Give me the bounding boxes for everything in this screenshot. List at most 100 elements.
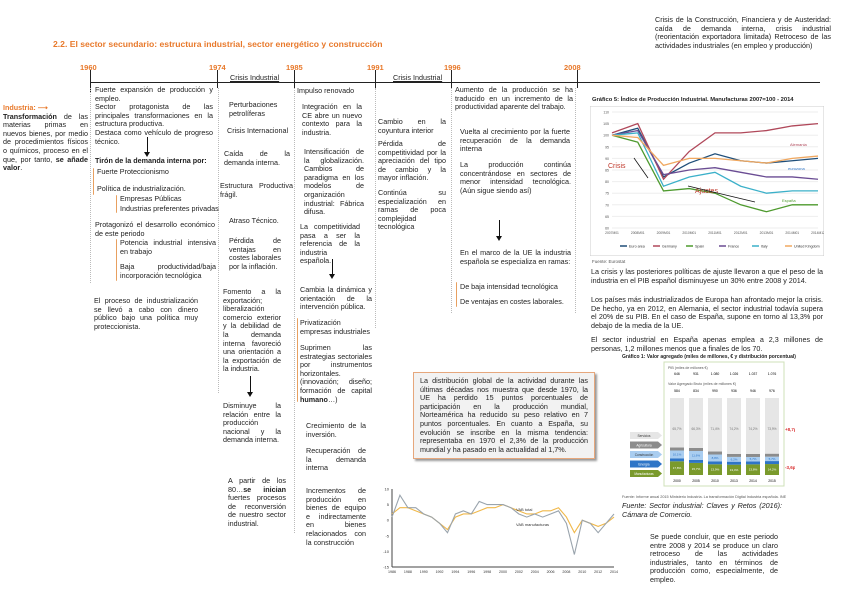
y-tick-label: -5 xyxy=(385,533,389,538)
x-tick-label: 2014 xyxy=(749,479,757,483)
industry-definition: Industria: ⟶ Transformación de las mater… xyxy=(3,103,88,173)
paragraph-employment: El sector industrial en España apenas em… xyxy=(591,335,823,353)
year-2008: 2008 xyxy=(564,63,581,72)
x-tick-label: 2014M12 xyxy=(811,231,824,235)
text-suppress: Suprimen las estrategias sectoriales por… xyxy=(300,343,372,404)
change-manufacturing: -3,6pp xyxy=(785,465,795,470)
paragraph-conclusion: Se puede concluir, que en este periodo e… xyxy=(650,532,778,584)
bar-construccion xyxy=(689,450,703,460)
reconversion-b: se inician xyxy=(243,484,286,494)
brace-icon xyxy=(456,282,457,307)
year-1960: 1960 xyxy=(80,63,97,72)
pib-value: 646 xyxy=(674,372,680,376)
bar-manufacturas xyxy=(689,462,703,475)
timeline-tick xyxy=(577,70,578,88)
bar-agricultura xyxy=(689,447,703,451)
crisis-label-1991: Crisis Industrial xyxy=(393,73,443,82)
brace-icon xyxy=(116,195,117,213)
bar-agricultura xyxy=(708,451,722,455)
construction-pct: 5,7% xyxy=(769,457,776,461)
x-tick-label: 2011M01 xyxy=(708,231,722,235)
text-expansion: Fuerte expansión de producción y empleo. xyxy=(95,85,213,103)
definition-body: Transformación de las materias primas en… xyxy=(3,112,88,173)
pib-label: PIB (miles de millones €) xyxy=(668,366,708,370)
bar-manufacturas xyxy=(708,464,722,475)
definition-label: Industria: ⟶ xyxy=(3,103,88,113)
bar-servicios xyxy=(689,398,703,448)
series-line xyxy=(611,129,819,180)
annotation-ajustes: Ajustes xyxy=(695,188,718,195)
global-distribution-box: La distribución global de la actividad d… xyxy=(413,372,595,460)
legend-label: Servicios xyxy=(638,434,651,438)
col1985-item: Cambia la dinámica y orientación de la i… xyxy=(300,285,372,312)
col1974-item: Pérdida de ventajas en costes laborales … xyxy=(229,236,281,271)
x-tick-label: 2002 xyxy=(515,570,523,574)
series-label-manufacturas: VAB manufacturas xyxy=(516,522,549,527)
text-protection: Fuerte Proteccionismo xyxy=(97,167,169,176)
brace-icon xyxy=(93,168,94,195)
col1985-item: Intensificación de la globalización. Cam… xyxy=(304,147,364,217)
x-tick-label: 1994 xyxy=(451,570,459,574)
vab-value: 946 xyxy=(750,389,756,393)
y-tick-label: 110 xyxy=(603,111,609,115)
col1974-item: Caída de la demanda interna. xyxy=(224,149,290,167)
x-tick-label: 2009M01 xyxy=(657,231,671,235)
year-1991: 1991 xyxy=(367,63,384,72)
paragraph-crisis: La crisis y las posteriores políticas de… xyxy=(591,267,823,285)
legend-label: Italy xyxy=(761,245,768,249)
timeline-tick xyxy=(217,70,218,88)
year-1974: 1974 xyxy=(209,63,226,72)
text-public: Empresas Públicas xyxy=(120,194,182,203)
change-services: +8,7pp xyxy=(785,427,795,432)
vab-value: 936 xyxy=(731,389,737,393)
x-tick-label: 2007M01 xyxy=(605,231,619,235)
bar-construccion xyxy=(708,454,722,462)
y-tick-label: 60 xyxy=(605,227,609,231)
x-tick-label: 1996 xyxy=(467,570,475,574)
manufacturing-pct: 17,8% xyxy=(673,466,682,470)
column-divider xyxy=(451,88,452,313)
bar-servicios xyxy=(670,398,684,448)
manufacturing-pct: 14,2% xyxy=(768,468,777,472)
timeline-axis xyxy=(90,82,820,83)
year-1985: 1985 xyxy=(286,63,303,72)
chart1-title: Gráfico 1: Valor agregado (miles de mill… xyxy=(622,354,796,360)
source-camara: Fuente: Sector industrial: Claves y Reto… xyxy=(622,501,782,519)
col1985-item: La competitividad pasa a ser la referenc… xyxy=(300,222,360,266)
text-intensive: Potencia industrial intensiva en trabajo xyxy=(120,238,216,256)
x-tick-label: 2004 xyxy=(531,570,539,574)
paragraph-countries: Los países más industrializados de Europ… xyxy=(591,295,823,330)
pib-value: 1.080 xyxy=(711,372,720,376)
construction-pct: 11,6% xyxy=(692,453,701,457)
x-tick-label: 2005 xyxy=(692,479,700,483)
manufacturing-pct: 15,7% xyxy=(692,467,701,471)
col1985-growth: Recuperación de la demanda interna xyxy=(306,446,366,473)
x-tick-label: 1992 xyxy=(436,570,444,574)
legend-label: France xyxy=(728,245,739,249)
y-tick-label: 75 xyxy=(605,192,609,196)
x-tick-label: 2010M01 xyxy=(682,231,696,235)
construction-pct: 8,8% xyxy=(712,456,719,460)
year-1996: 1996 xyxy=(444,63,461,72)
vab-value: 834 xyxy=(693,389,699,393)
legend-arrow xyxy=(630,441,662,449)
col1974-item: Crisis Internacional xyxy=(227,126,289,135)
pib-value: 1.026 xyxy=(730,372,739,376)
column-divider xyxy=(90,88,91,283)
source-eurostat: Fuente: Eurostat xyxy=(592,259,626,264)
construction-pct: 6,2% xyxy=(731,457,738,461)
bar-energia xyxy=(708,461,722,465)
manufacturing-pct: 13,8% xyxy=(749,468,758,472)
brace-icon xyxy=(116,239,117,281)
col1991-item: Continúa su especialización en ramas de … xyxy=(378,188,446,232)
legend-label: United Kingdom xyxy=(794,245,820,249)
col1996-item: De baja intensidad tecnológica xyxy=(460,282,558,291)
pull-title: Tirón de la demanda interna por: xyxy=(95,156,207,165)
suppress-bold: humano xyxy=(300,394,328,404)
bar-manufacturas xyxy=(746,464,760,475)
bar-energia xyxy=(689,459,703,463)
y-tick-label: 85 xyxy=(605,169,609,173)
col1974-item: Estructura Productiva frágil. xyxy=(220,181,293,199)
crisis-2008-text: Crisis de la Construcción, Financiera y … xyxy=(655,15,831,50)
bar-agricultura xyxy=(727,453,741,457)
